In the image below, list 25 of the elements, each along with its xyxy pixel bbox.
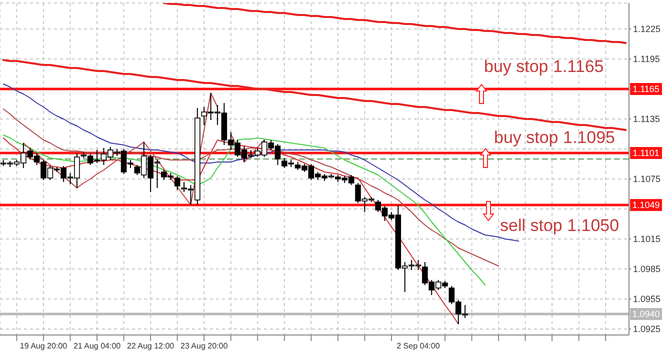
line-series [2,138,459,324]
candlestick [174,176,180,190]
y-tick-label: 1.1195 [633,54,660,64]
annotation: sell stop 1.1050 [500,216,620,236]
annotation: buy stop 1.1095 [494,128,615,148]
x-tick-label: 19 Aug 20:00 [20,342,68,351]
ref-line-label: 1.0940 [632,309,660,319]
y-tick-label: 1.1225 [633,24,661,34]
x-tick-label: 21 Aug 04:00 [73,342,122,351]
annotation: buy stop 1.1165 [484,57,604,77]
line-series [162,3,627,44]
y-tick-label: 1.0985 [633,264,661,274]
y-tick-label: 1.0955 [633,294,661,304]
y-tick-label: 1.1075 [633,174,661,184]
x-tick-label: 23 Aug 20:00 [180,342,228,351]
x-tick-label: 22 Aug 12:00 [126,342,175,351]
ref-line-label: 1.1101 [632,148,660,158]
y-tick-label: 1.1015 [633,234,661,244]
ref-line-label: 1.1165 [632,84,660,94]
y-tick-label: 1.1135 [633,114,660,124]
y-tick-label: 1.0925 [633,324,661,334]
x-tick-label: 2 Sep 04:00 [396,342,440,351]
line-series [2,59,627,131]
line-series [2,134,486,286]
ref-line-label: 1.1049 [632,200,660,210]
